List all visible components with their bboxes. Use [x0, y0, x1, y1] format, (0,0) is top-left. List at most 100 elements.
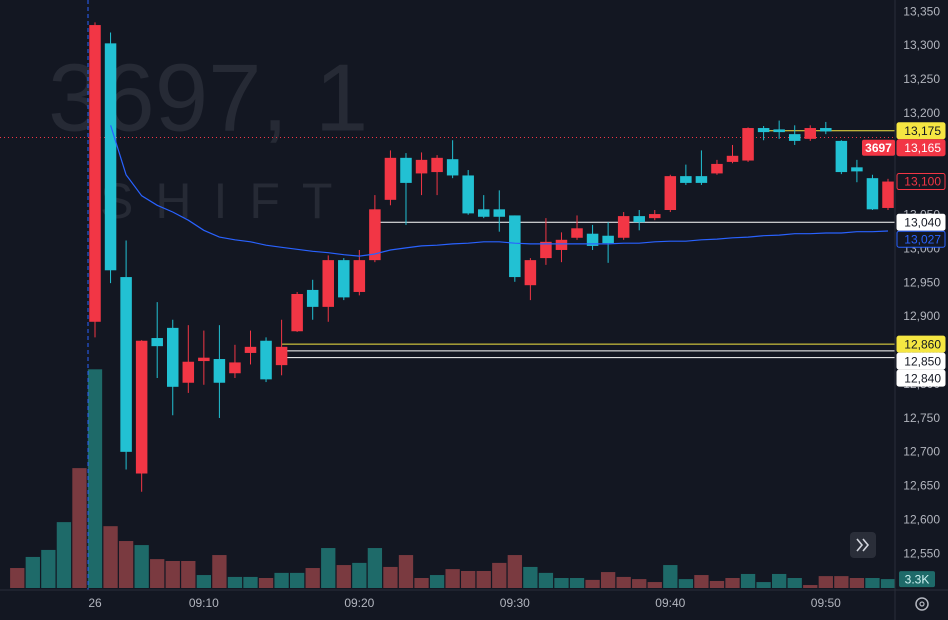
price-tag	[896, 369, 946, 387]
candle-body	[835, 140, 848, 173]
candle-body	[415, 159, 428, 174]
volume-bar	[414, 578, 429, 588]
candle-body	[135, 340, 148, 474]
volume-bar	[647, 582, 662, 588]
scroll-button[interactable]	[850, 532, 876, 558]
price-tag-label: 12,860	[904, 337, 941, 351]
y-tick-label: 12,750	[903, 411, 940, 425]
volume-bar	[663, 565, 678, 588]
volume-bar	[367, 548, 383, 588]
price-tag-label: 13,165	[904, 141, 941, 155]
candle-body	[431, 157, 443, 173]
volume-bar	[787, 578, 802, 588]
candle-body	[260, 340, 272, 380]
candle-body	[244, 346, 257, 353]
candle-body	[291, 294, 303, 332]
price-tag-label: 12,840	[904, 371, 941, 385]
volume-bar	[461, 570, 476, 588]
y-tick-label: 13,250	[903, 72, 940, 86]
x-tick-label: 09:50	[811, 596, 841, 610]
volume-bar	[803, 585, 818, 588]
candle-body	[166, 327, 179, 387]
price-tag-label: 12,850	[904, 354, 941, 368]
candle-body	[617, 216, 630, 238]
candle-body	[555, 239, 568, 250]
price-layer	[0, 22, 895, 492]
price-tag-label: 13,175	[904, 124, 941, 138]
candle-body	[322, 260, 334, 307]
y-tick-label: 13,300	[903, 38, 940, 52]
volume-bar	[289, 572, 305, 588]
candle-body	[695, 176, 708, 183]
volume-tag	[899, 571, 935, 588]
price-tag	[896, 213, 946, 231]
price-tag	[896, 122, 946, 140]
settings-button[interactable]	[915, 597, 929, 611]
volume-bar	[118, 541, 134, 588]
y-tick-label: 12,600	[903, 512, 940, 526]
candle-body	[509, 215, 521, 278]
volume-bar	[554, 578, 569, 588]
volume-bar	[103, 526, 118, 588]
price-tag	[896, 335, 946, 353]
volume-bar	[134, 545, 149, 588]
volume-bar	[709, 580, 725, 588]
candle-body	[369, 209, 381, 261]
candle-body	[229, 362, 241, 374]
volume-tag-label: 3.3K	[905, 572, 930, 586]
price-tag	[896, 352, 946, 370]
candle-body	[633, 216, 645, 223]
candle-body	[680, 176, 692, 183]
candle-body	[711, 163, 723, 174]
volume-bar	[150, 559, 165, 588]
volume-bar	[212, 555, 227, 588]
volume-bar	[818, 576, 833, 588]
x-tick-label: 09:40	[655, 596, 685, 610]
volume-bar	[429, 575, 445, 588]
candle-body	[851, 167, 863, 172]
candle-body	[400, 157, 412, 183]
moving-average	[110, 125, 889, 257]
volume-bar	[507, 555, 522, 588]
price-tag	[896, 173, 946, 191]
watermark-name: SHIFT	[100, 173, 354, 229]
volume-bar	[25, 556, 40, 588]
candle-body	[742, 128, 754, 161]
volume-bar	[383, 566, 398, 588]
x-tick-label: 09:10	[189, 596, 219, 610]
price-tag-label: 13,040	[904, 215, 941, 229]
candle-body	[446, 159, 459, 176]
price-tag	[896, 139, 946, 157]
y-tick-label: 12,650	[903, 479, 940, 493]
volume-bar	[10, 568, 25, 588]
symbol-tag	[862, 139, 895, 156]
price-tags: 13,175 13,165 3697 13,100 13,040 13,027 12,860…	[862, 122, 946, 588]
candle-body	[664, 176, 677, 210]
volume-bar	[274, 572, 289, 588]
volume-bar	[492, 562, 507, 588]
candle-body	[462, 175, 474, 214]
volume-bar	[336, 565, 351, 588]
candle-body	[306, 289, 319, 307]
candle-body	[602, 235, 614, 244]
x-tick-label: 09:30	[500, 596, 530, 610]
volume-bar	[523, 566, 538, 588]
candle-body	[198, 357, 210, 362]
volume-bar	[849, 578, 865, 588]
volume-bar	[834, 576, 849, 588]
volume-bar	[616, 576, 631, 588]
volume-bar	[772, 573, 787, 588]
candle-body	[493, 209, 506, 217]
volume-bar	[305, 568, 320, 588]
volume-bar	[600, 572, 616, 588]
candle-body	[353, 260, 366, 292]
volume-bar	[243, 576, 258, 588]
volume-bar	[56, 522, 72, 588]
volume-bar	[165, 561, 180, 588]
volume-layer	[10, 369, 896, 588]
volume-bar	[865, 578, 880, 588]
volume-bar	[880, 579, 896, 588]
volume-bar	[538, 572, 554, 588]
